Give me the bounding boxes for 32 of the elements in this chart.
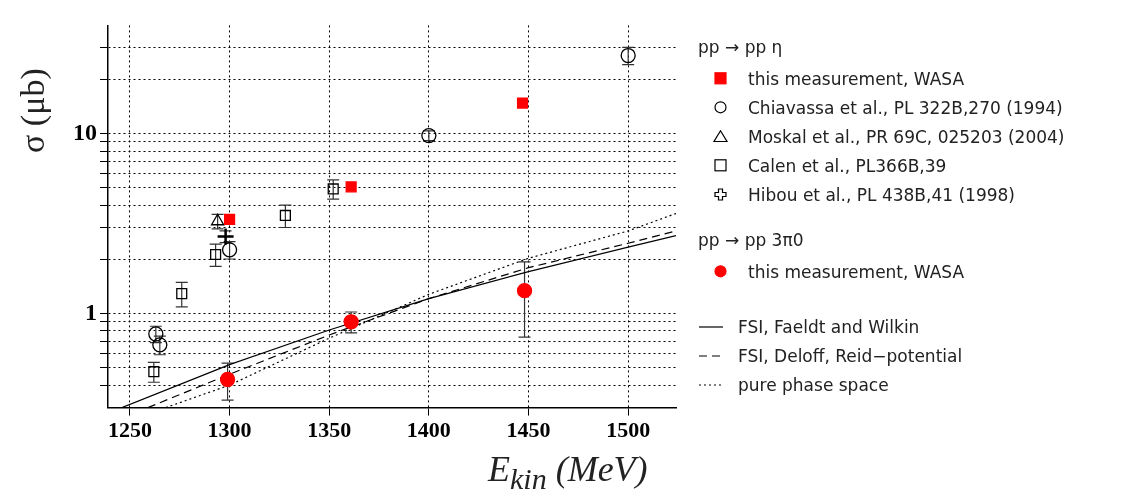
legend-label: Moskal et al., PR 69C, 025203 (2004): [748, 126, 1065, 147]
x-tick-label: 1500: [606, 417, 651, 443]
point: [223, 213, 236, 225]
x-axis-title: E$_{kin}$ (MeV): [488, 448, 648, 497]
point: [148, 366, 160, 378]
point: [219, 371, 236, 388]
x-tick-label: 1350: [307, 417, 352, 443]
x-tick-label: 1300: [207, 417, 252, 443]
legend-label: Calen et al., PL366B,39: [748, 155, 947, 176]
legend-label: Hibou et al., PL 438B,41 (1998): [748, 184, 1015, 205]
point: [210, 248, 222, 261]
legend-label: pure phase space: [738, 374, 889, 395]
x-tick-label: 1250: [107, 417, 152, 443]
point: [210, 213, 225, 226]
y-tick-label: 10: [73, 118, 97, 145]
point: [343, 314, 359, 330]
y-axis-title: σ (μb): [14, 68, 52, 153]
point: [516, 97, 529, 109]
legend-label: this measurement, WASA: [748, 68, 965, 89]
legend-label: FSI, Deloff, Reid−potential: [738, 345, 963, 366]
point: [176, 288, 188, 300]
point: [279, 209, 291, 222]
text: pp → pp 3π0: [698, 229, 805, 252]
legend-label: this measurement, WASA: [748, 261, 965, 282]
x-tick-label: 1450: [506, 417, 551, 443]
legend-label: FSI, Faeldt and Wilkin: [738, 316, 920, 337]
text: pp → pp η: [698, 36, 784, 59]
x-tick-label: 1400: [406, 417, 451, 443]
legend-label: Chiavassa et al., PL 322B,270 (1994): [748, 97, 1063, 118]
point: [516, 283, 533, 299]
point: [345, 181, 357, 193]
y-tick-label: 1: [85, 298, 97, 325]
